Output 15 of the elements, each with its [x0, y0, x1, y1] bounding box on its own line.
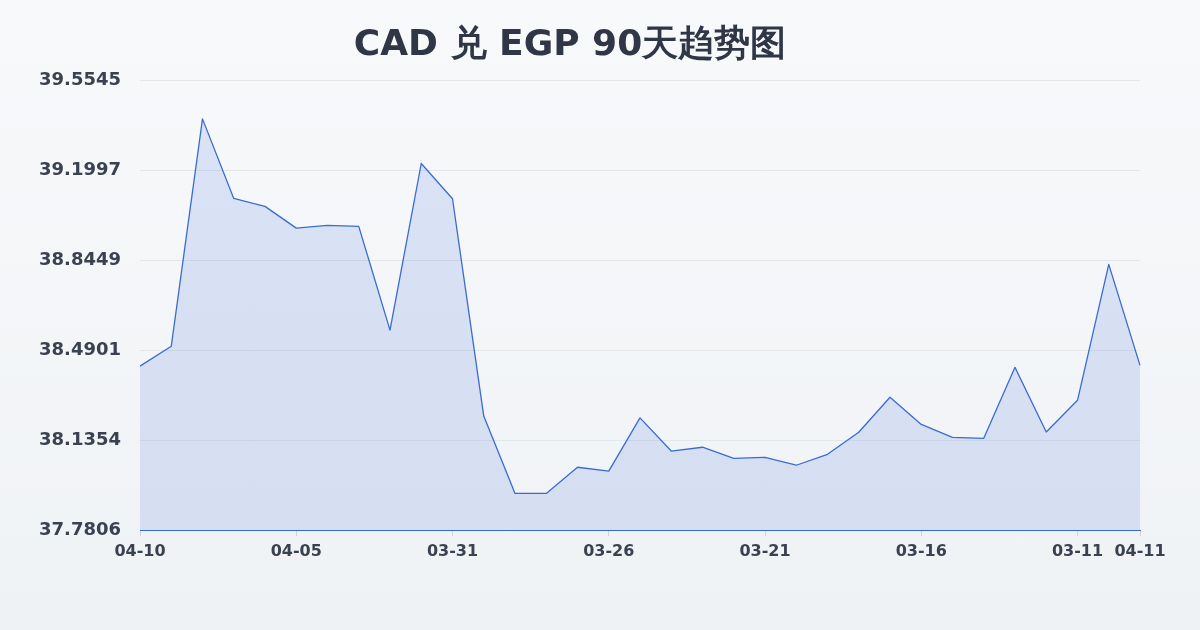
- x-tick-label: 03-16: [895, 540, 947, 560]
- x-tick-label: 03-21: [739, 540, 791, 560]
- x-tick-label: 04-05: [270, 540, 322, 560]
- x-tick-label: 04-11: [1114, 540, 1166, 560]
- y-tick-label: 39.5545: [39, 67, 121, 89]
- y-tick-label: 38.4901: [39, 337, 121, 359]
- y-tick-label: 38.1354: [39, 427, 121, 449]
- x-tick-label: 03-26: [583, 540, 635, 560]
- y-tick-label: 38.8449: [39, 247, 121, 269]
- x-tick-label: 03-11: [1051, 540, 1104, 560]
- x-tick-label: 04-10: [114, 540, 166, 560]
- chart-title: CAD 兑 EGP 90天趋势图: [353, 21, 787, 63]
- y-tick-label: 39.1997: [39, 157, 121, 179]
- x-tick-label: 03-31: [426, 540, 479, 560]
- y-tick-label: 37.7806: [39, 517, 121, 539]
